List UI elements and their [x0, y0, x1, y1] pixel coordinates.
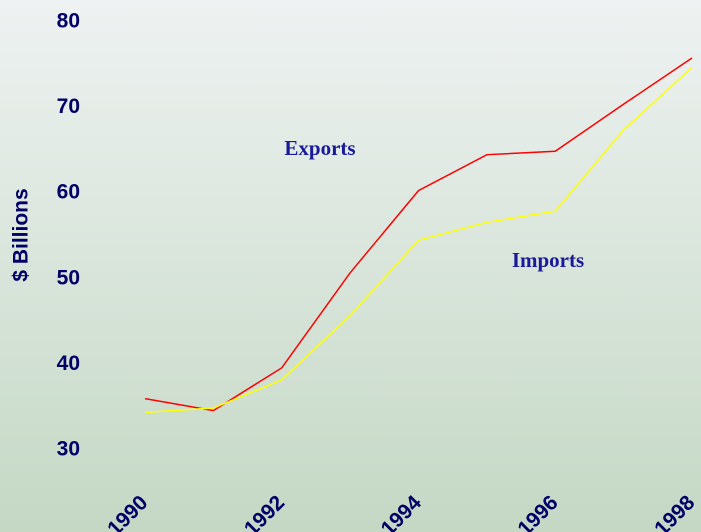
series-line	[144, 66, 693, 414]
y-tick-label: 30	[57, 438, 80, 461]
series-label: Imports	[512, 248, 584, 272]
y-tick-label: 40	[57, 352, 80, 375]
y-tick-label: 70	[57, 95, 80, 118]
y-axis-label: $ Billions	[10, 188, 33, 281]
y-tick-label: 60	[57, 181, 80, 204]
y-tick-label: 50	[57, 266, 80, 289]
y-tick-label: 80	[57, 10, 80, 33]
series-line	[144, 57, 693, 412]
series-label: Exports	[284, 136, 355, 160]
